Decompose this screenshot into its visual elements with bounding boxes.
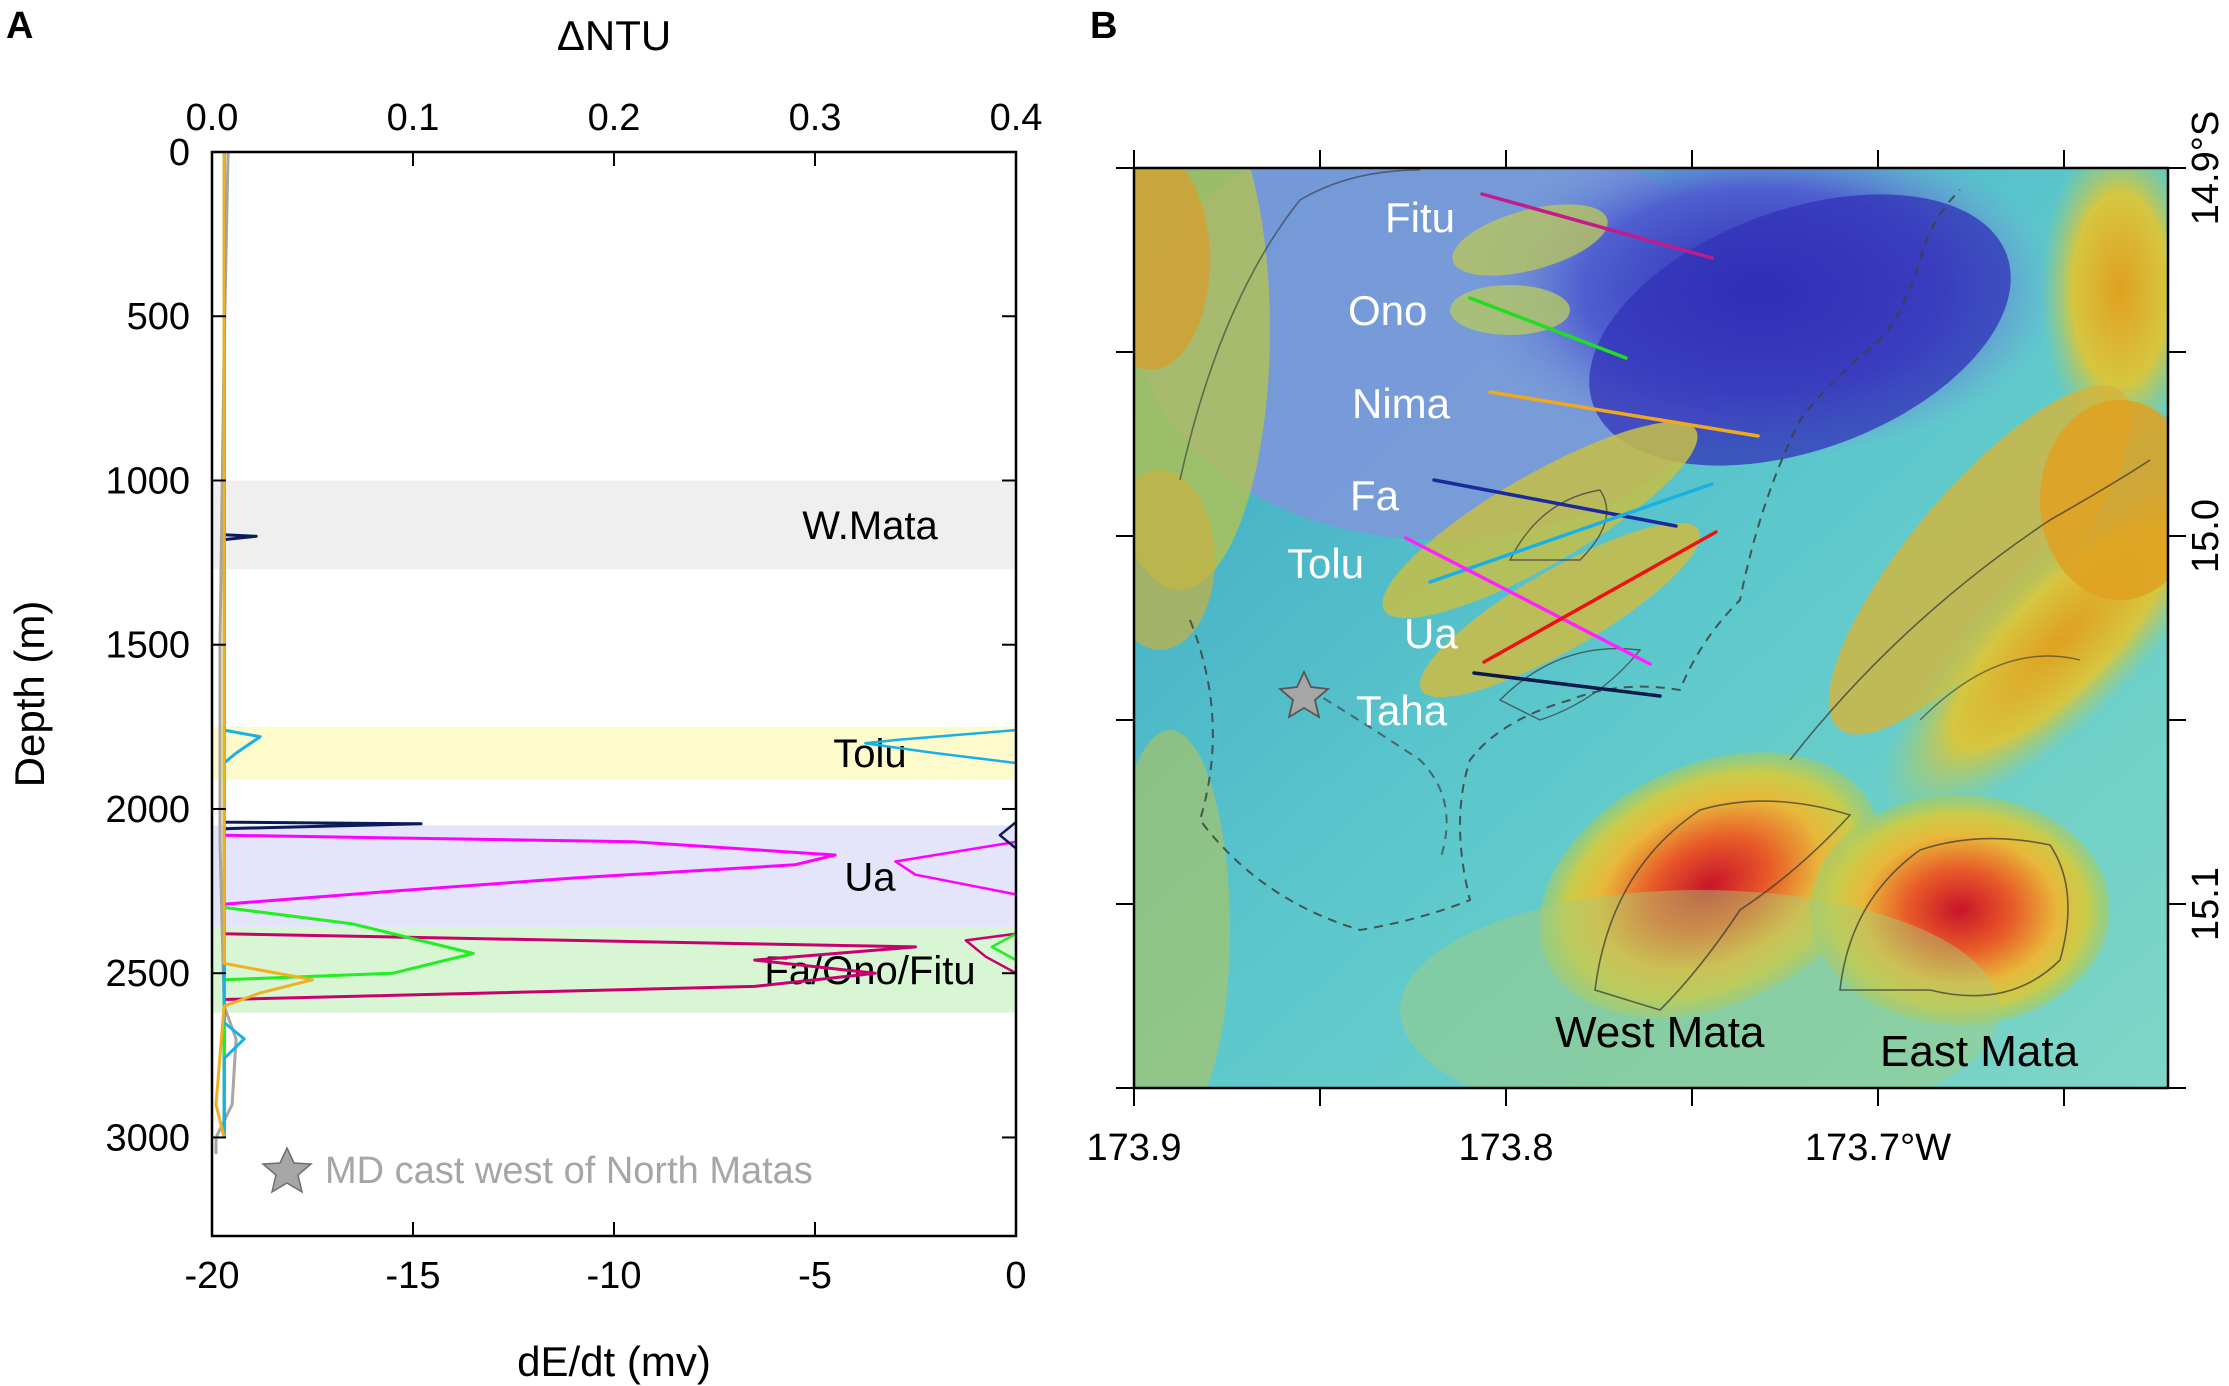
y-tick-label-2: 1000 — [105, 460, 190, 502]
band-label-2: Ua — [844, 855, 896, 899]
transect-line-1 — [1468, 296, 1628, 360]
band-1 — [212, 726, 1016, 780]
y-tick-label-5: 2500 — [105, 953, 190, 995]
transect-line-5 — [1404, 536, 1652, 666]
transect-line-4 — [1428, 482, 1714, 584]
series-line-6 — [214, 152, 314, 1138]
series-line-3 — [222, 152, 917, 1138]
label-east-mata: East Mata — [1880, 1027, 2079, 1076]
label-west-mata: West Mata — [1555, 1008, 1765, 1057]
ntu-series-line-0 — [864, 728, 1016, 765]
panel-a-letter: A — [6, 5, 33, 47]
x-bottom-tick-label-0: -20 — [185, 1255, 240, 1297]
ntu-series-line-2 — [964, 932, 1016, 975]
x-bottom-tick-label-3: -5 — [798, 1255, 832, 1297]
series-line-2 — [222, 152, 837, 1138]
ntu-series-line-4 — [998, 821, 1016, 850]
map-x-tick-1: 173.9 — [1086, 1127, 1181, 1169]
band-label-0: W.Mata — [802, 504, 938, 548]
label-tolu: Tolu — [1287, 540, 1364, 587]
y-axis-ticks: 0 500 1000 1500 2000 2500 3000 — [105, 132, 1016, 1159]
x-top-tick-label-0: 0.0 — [186, 97, 239, 139]
map-x-tick-2: 173.8 — [1458, 1127, 1553, 1169]
map-y-tick-1: 14.9°S — [2185, 111, 2227, 226]
label-ua: Ua — [1404, 610, 1458, 657]
y-tick-label-0: 0 — [169, 132, 190, 174]
profile-series — [214, 152, 1016, 1154]
x-top-tick-label-1: 0.1 — [387, 97, 440, 139]
x-bottom-axis-ticks: -20 -15 -10 -5 0 — [185, 1222, 1027, 1297]
band-0 — [212, 480, 1016, 570]
x-bottom-tick-label-1: -15 — [386, 1255, 441, 1297]
x-top-axis-title: ΔNTU — [557, 12, 671, 59]
x-top-tick-label-4: 0.4 — [990, 97, 1043, 139]
transect-line-2 — [1488, 390, 1760, 438]
y-tick-label-6: 3000 — [105, 1117, 190, 1159]
label-nima: Nima — [1352, 380, 1451, 427]
map-x-tick-3: 173.7°W — [1805, 1127, 1951, 1169]
map-frame — [1132, 166, 2170, 1090]
legend: MD cast west of North Matas — [261, 1146, 813, 1194]
map-y-tick-3: 15.1 — [2185, 867, 2227, 941]
ntu-series-line-3 — [990, 932, 1016, 962]
x-bottom-tick-label-4: 0 — [1005, 1255, 1026, 1297]
transect-line-3 — [1432, 478, 1678, 528]
y-tick-label-3: 1500 — [105, 625, 190, 667]
transect-lines — [1404, 192, 1760, 698]
star-marker — [261, 1146, 313, 1194]
y-tick-label-4: 2000 — [105, 789, 190, 831]
x-bottom-axis-title: dE/dt (mv) — [517, 1338, 711, 1385]
transect-line-7 — [1472, 671, 1662, 698]
bathymetry-map — [1134, 168, 2168, 1088]
label-fa: Fa — [1350, 472, 1400, 519]
transect-line-6 — [1482, 530, 1718, 664]
x-top-axis-ticks: 0.0 0.1 0.2 0.3 0.4 — [186, 97, 1043, 166]
panel-b-letter: B — [1090, 5, 1117, 47]
legend-label: MD cast west of North Matas — [325, 1150, 813, 1192]
label-taha: Taha — [1356, 687, 1448, 734]
label-fitu: Fitu — [1385, 194, 1455, 241]
map-ticks — [1116, 150, 2186, 1106]
map-y-tick-2: 15.0 — [2185, 499, 2227, 573]
ntu-series-line-1 — [894, 840, 1016, 896]
x-bottom-tick-label-2: -10 — [587, 1255, 642, 1297]
y-tick-label-1: 500 — [127, 296, 190, 338]
label-ono: Ono — [1348, 287, 1427, 334]
x-top-tick-label-2: 0.2 — [588, 97, 641, 139]
x-top-tick-label-3: 0.3 — [789, 97, 842, 139]
plot-frame — [210, 150, 1018, 1238]
y-axis-title: Depth (m) — [6, 601, 53, 788]
transect-line-0 — [1480, 192, 1714, 260]
cast-star-marker — [1277, 669, 1331, 719]
